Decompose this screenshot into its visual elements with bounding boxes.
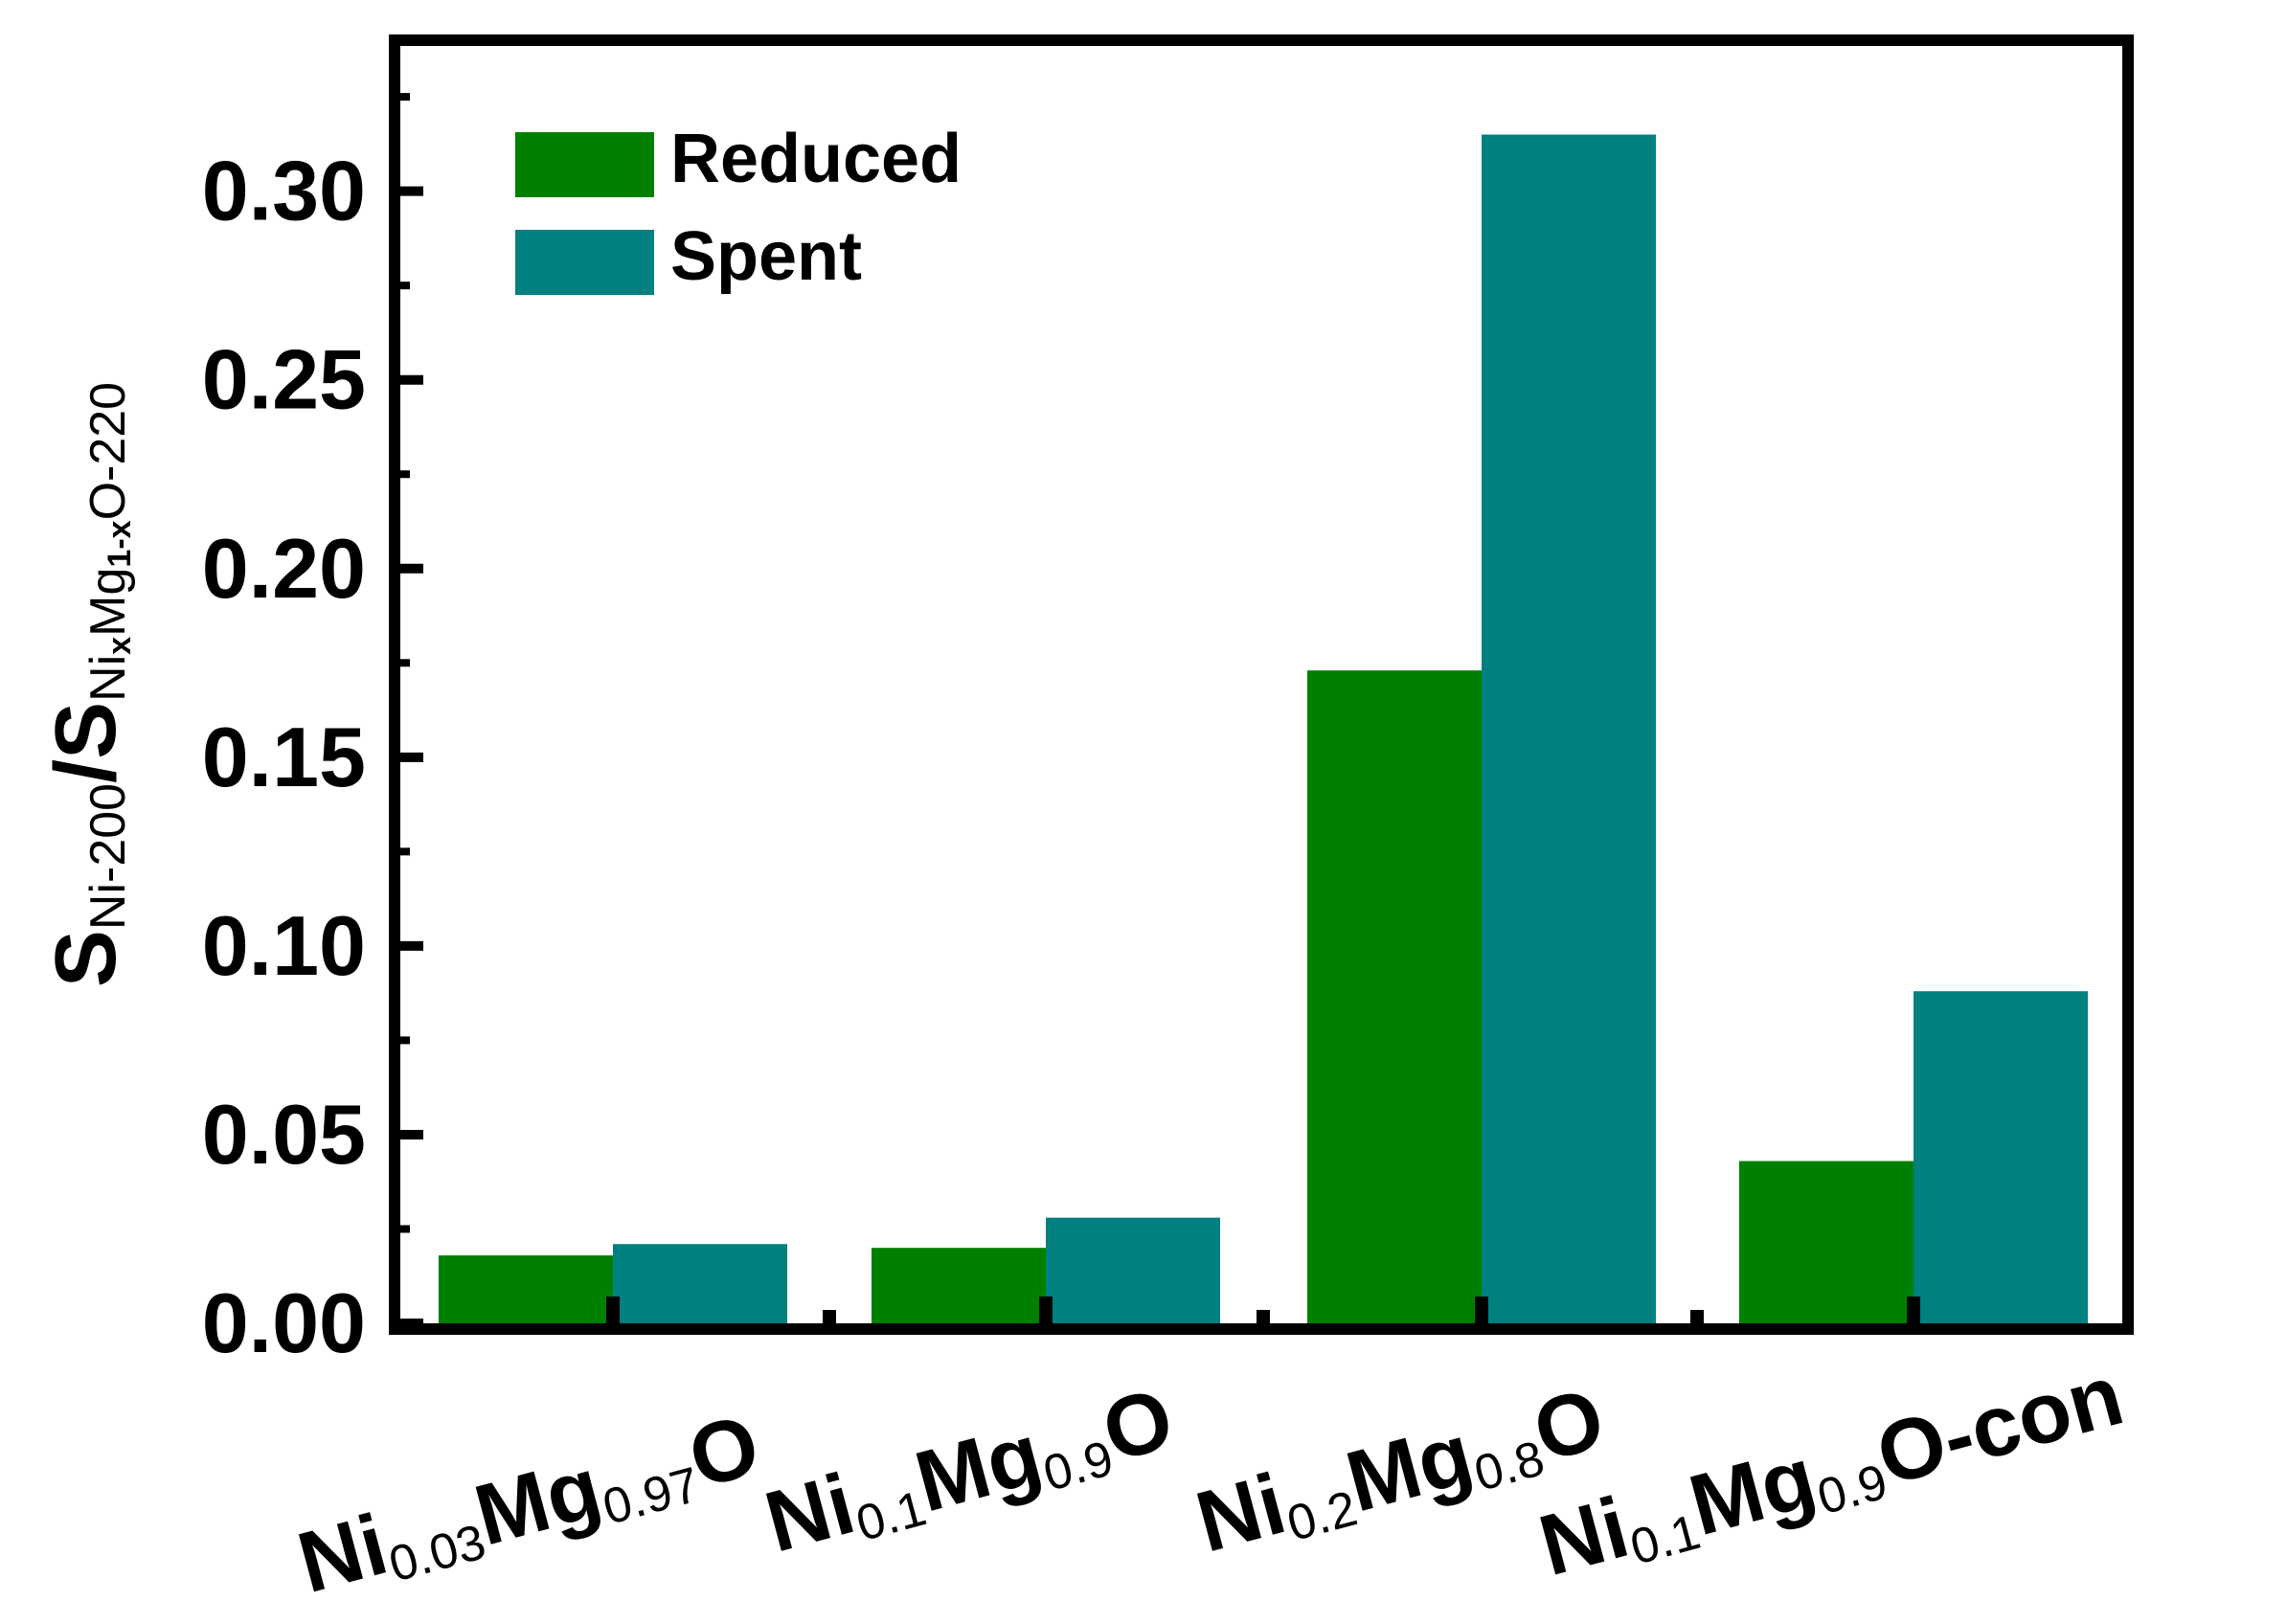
- y-tick-label: 0.15: [202, 710, 366, 804]
- category-label-3: Ni0.1Mg0.9O-con: [1530, 1347, 2134, 1598]
- bar-reduced-1: [872, 1248, 1046, 1323]
- y-tick-label: 0.10: [202, 898, 366, 993]
- y-tick-label: 0.20: [202, 521, 366, 616]
- legend-label-reduced: Reduced: [670, 121, 962, 197]
- bar-spent-2: [1482, 134, 1656, 1323]
- x-axis-ticks: [606, 1297, 1920, 1329]
- bar-spent-1: [1046, 1217, 1220, 1323]
- bar-spent-3: [1913, 991, 2088, 1323]
- y-tick-label: 0.25: [202, 332, 366, 427]
- legend: Reduced Spent: [515, 121, 962, 295]
- y-tick-label: 0.30: [202, 144, 366, 238]
- y-tick-label: 0.00: [202, 1275, 366, 1370]
- category-label-1: Ni0.1Mg0.9O: [756, 1370, 1184, 1574]
- bar-spent-0: [613, 1244, 787, 1323]
- y-axis-ticks: 0.00 0.05 0.10 0.15 0.20 0.25 0.30: [202, 93, 423, 1370]
- legend-label-spent: Spent: [670, 218, 862, 295]
- bars-group: [439, 134, 2088, 1323]
- bar-reduced-0: [439, 1255, 613, 1323]
- y-axis-label: SNi-200/SNixMg1-xO-220: [38, 382, 138, 987]
- y-tick-label: 0.05: [202, 1087, 366, 1182]
- bar-reduced-3: [1739, 1161, 1913, 1323]
- category-label-0: Ni0.03Mg0.97O: [288, 1397, 770, 1615]
- plot-frame: [389, 34, 2134, 1335]
- bar-reduced-2: [1307, 670, 1482, 1323]
- legend-swatch-spent: [515, 230, 654, 295]
- legend-swatch-reduced: [515, 132, 654, 197]
- category-labels: Ni0.03Mg0.97ONi0.1Mg0.9ONi0.2Mg0.8ONi0.1…: [288, 1347, 2134, 1615]
